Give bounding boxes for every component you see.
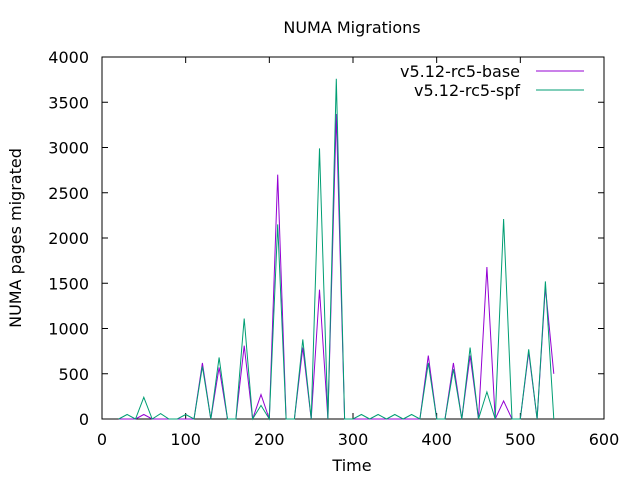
series-line-v5-12-rc5-spf <box>118 78 555 421</box>
y-tick-label: 3000 <box>48 139 89 158</box>
y-axis-label: NUMA pages migrated <box>6 148 25 328</box>
x-tick-label: 400 <box>421 430 452 449</box>
y-tick-label: 1000 <box>48 320 89 339</box>
y-tick-label: 1500 <box>48 274 89 293</box>
x-axis-label: Time <box>331 456 371 475</box>
series-line-v5-12-rc5-base <box>118 113 555 420</box>
y-tick-label: 2500 <box>48 184 89 203</box>
axes: 0 500 1000 1500 2000 2500 3000 3500 4000 0 100 200 3… <box>48 48 619 449</box>
x-tick-label: 100 <box>170 430 201 449</box>
x-tick-label: 0 <box>97 430 107 449</box>
legend-label: v5.12-rc5-base <box>400 62 520 81</box>
x-tick-label: 600 <box>589 430 620 449</box>
series-layer <box>118 78 555 421</box>
y-tick-label: 500 <box>58 365 89 384</box>
plot-frame <box>101 56 605 420</box>
legend-label: v5.12-rc5-spf <box>414 81 520 100</box>
chart-title: NUMA Migrations <box>283 18 420 37</box>
x-tick-label: 500 <box>505 430 536 449</box>
y-tick-label: 4000 <box>48 48 89 67</box>
y-tick-label: 3500 <box>48 93 89 112</box>
y-tick-label: 0 <box>79 410 89 429</box>
x-tick-label: 200 <box>254 430 285 449</box>
x-tick-label: 300 <box>338 430 369 449</box>
y-tick-label: 2000 <box>48 229 89 248</box>
